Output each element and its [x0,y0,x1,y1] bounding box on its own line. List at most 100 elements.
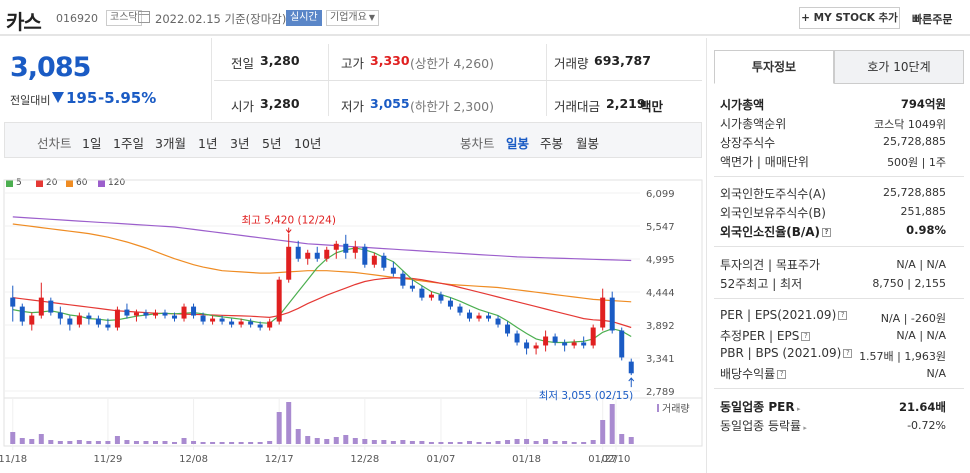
low-arrow-icon [628,377,635,388]
high-annotation: 최고 5,420 (12/24) [241,215,336,227]
ma-line-5 [12,247,632,344]
volume-bar [562,441,568,444]
base-date: 2022.02.15 기준(장마감) [155,12,287,26]
volume-bar [324,439,330,444]
x-tick-label: 11/29 [93,454,122,465]
volume-bar [524,439,530,444]
candle-body [486,315,492,319]
dividend-label-wrap: 배당수익률? [720,365,787,382]
volume-bar [409,441,415,444]
volume-bar [210,442,216,444]
add-my-stock-button[interactable]: + MY STOCK 추가 [799,7,900,29]
candle-body [200,315,206,322]
volume-bar [152,441,158,444]
volume-bar [238,442,244,444]
quick-order-link[interactable]: 빠른주문 [912,13,953,26]
pbr-value: 1.57배 | 1,963원 [859,350,946,363]
volume-bar [495,441,501,444]
industry-per-label-wrap[interactable]: 동일업종 PER ▸ [720,398,801,415]
price-summary [0,38,212,120]
w52-label: 52주최고 | 최저 [720,277,803,291]
tab-1-year[interactable]: 1년 [198,136,218,151]
volume-bar [267,441,273,444]
volume-bar [181,438,187,444]
add-my-stock-label: MY STOCK 추가 [813,12,898,24]
candle-body [514,333,520,343]
volume-bar [581,442,587,444]
price-change-pct: -5.95% [98,89,157,107]
candle-body [57,312,63,319]
x-tick-label: 01/07 [427,454,456,465]
volume-bar [390,441,396,444]
volume-bar [343,435,349,444]
plus-icon: + [801,12,814,24]
candle-body [552,336,558,343]
help-icon[interactable]: ? [801,332,811,341]
legend-swatch-20 [36,180,43,187]
volume-bar [286,402,292,444]
volume-bar [57,441,63,444]
volume-bar [314,438,320,444]
shares-value: 25,728,885 [883,135,946,148]
candle-body [438,294,444,301]
tab-weekly-candle[interactable]: 주봉 [540,136,564,151]
candle-body [314,252,320,259]
realtime-badge[interactable]: 실시간 [286,10,322,26]
volume-bar [600,420,606,444]
tab-10-year[interactable]: 10년 [294,136,322,151]
market-badge: 코스닥 [106,10,142,26]
upper-limit: (상한가 4,260) [410,56,495,71]
prev-close-label: 전일 [231,56,255,71]
shares-label: 상장주식수 [720,136,776,150]
candle-body [172,315,178,319]
candle-body [333,243,339,250]
par-label: 액면가 | 매매단위 [720,155,809,169]
volume-bar [438,442,444,444]
company-overview-button[interactable]: 기업개요 ▼ [326,10,379,26]
volume-label: 거래량 [554,56,589,71]
x-tick-label: 01/27 [588,454,617,465]
candle-body [162,312,168,316]
stock-name: 카스 [6,10,42,34]
volume-bar [362,439,368,444]
candle-body [466,312,472,319]
y-tick-label: 2,789 [646,387,675,398]
tab-order-book[interactable]: 호가 10단계 [834,50,964,84]
tab-investment-info[interactable]: 투자정보 [714,50,834,84]
market-cap-value: 794억원 [900,97,946,111]
help-icon[interactable]: ? [777,370,787,379]
industry-rate-label-wrap[interactable]: 동일업종 등락률 ▸ [720,417,807,434]
tab-5-year[interactable]: 5년 [262,136,282,151]
tab-monthly-candle[interactable]: 월봉 [576,136,600,151]
volume-bar [76,440,82,444]
help-icon[interactable]: ? [822,228,832,237]
volume-bar [172,442,178,444]
foreign-hold-value: 251,885 [900,205,947,218]
help-icon[interactable]: ? [843,349,853,358]
help-icon[interactable]: ? [838,311,848,320]
x-tick-label: 12/28 [350,454,379,465]
per-value: N/A | -260원 [880,312,946,325]
volume-pane-frame [3,397,703,447]
tab-1-day[interactable]: 1일 [82,136,102,151]
tab-3-month[interactable]: 3개월 [155,136,186,151]
cap-rank-value: 코스닥 1049위 [874,118,946,131]
candle-body [495,318,501,325]
tab-3-year[interactable]: 3년 [230,136,250,151]
candle-body [19,306,25,322]
volume-bar [333,437,339,444]
industry-per-value: 21.64배 [899,400,946,414]
w52-value: 8,750 | 2,155 [872,277,946,290]
y-tick-label: 3,341 [646,354,675,365]
y-tick-label: 4,444 [646,288,675,299]
volume-bar [305,436,311,444]
volume-bar [428,442,434,444]
y-tick-label: 5,547 [646,222,675,233]
tab-daily-candle[interactable]: 일봉 [506,136,530,151]
candle-body [238,321,244,325]
volume-bar [67,441,73,444]
tab-1-week[interactable]: 1주일 [113,136,144,151]
opinion-label: 투자의견 | 목표주가 [720,258,820,272]
volume-bar [457,442,463,444]
candle-body [133,312,139,316]
